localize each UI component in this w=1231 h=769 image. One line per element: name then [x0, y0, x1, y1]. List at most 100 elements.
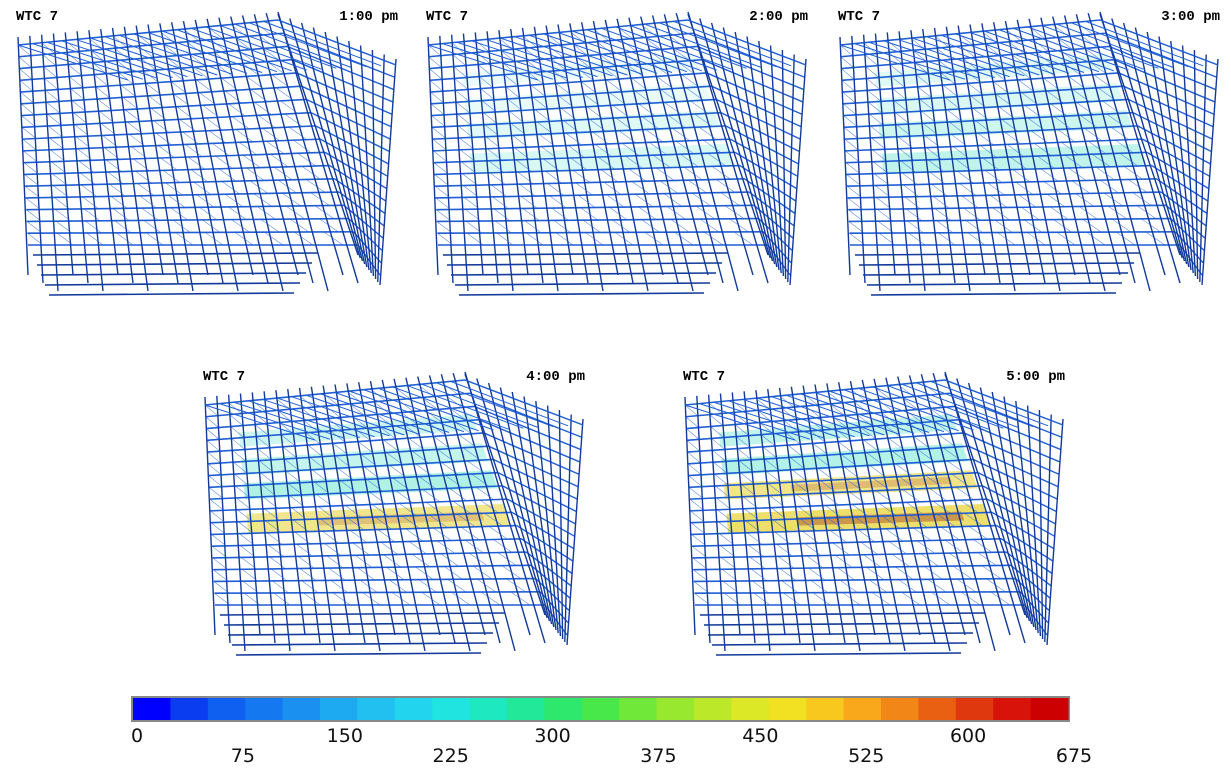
brace — [1053, 219, 1072, 233]
brace — [455, 90, 470, 102]
brace — [600, 169, 619, 183]
roof-joist — [998, 29, 1114, 72]
brace — [914, 62, 929, 74]
brace — [205, 416, 219, 428]
brace — [843, 466, 860, 479]
brace — [282, 192, 301, 207]
brace — [906, 502, 924, 515]
brace — [771, 507, 787, 520]
column — [239, 393, 261, 636]
brace — [884, 425, 902, 438]
column — [957, 25, 1001, 284]
brace — [892, 88, 907, 101]
brace — [888, 52, 903, 64]
column — [464, 373, 546, 616]
brace — [23, 162, 39, 175]
brace — [541, 146, 558, 159]
brace — [899, 148, 915, 161]
brace — [843, 115, 858, 127]
brace — [202, 105, 220, 118]
colorbar-swatch — [245, 698, 284, 720]
brace — [957, 33, 973, 46]
brace — [52, 173, 68, 186]
brace — [742, 496, 758, 509]
heat-band — [243, 470, 498, 500]
brace — [603, 181, 622, 195]
brace — [408, 437, 425, 451]
brace — [927, 579, 947, 593]
brace — [997, 232, 1016, 246]
brace — [183, 28, 199, 41]
panel-time: 5:00 pm — [1006, 369, 1065, 385]
column — [731, 392, 756, 644]
brace — [1040, 168, 1059, 182]
brace — [429, 514, 448, 528]
brace — [496, 232, 514, 246]
brace — [817, 467, 834, 481]
column — [663, 14, 739, 292]
colorbar-swatch — [993, 698, 1032, 720]
column — [336, 36, 370, 271]
brace — [126, 121, 143, 134]
brace — [1056, 232, 1076, 246]
brace — [449, 408, 467, 421]
brace — [857, 529, 876, 543]
brace — [78, 160, 95, 173]
brace — [895, 463, 913, 477]
brace — [232, 450, 247, 462]
brace — [740, 472, 755, 485]
brace — [921, 382, 938, 395]
brace — [292, 519, 309, 532]
transfer-truss — [454, 282, 711, 286]
transfer-truss — [227, 632, 494, 636]
transfer-truss — [219, 612, 506, 616]
brace — [284, 458, 300, 471]
roof-joist — [349, 390, 465, 433]
floor-beam — [690, 511, 993, 524]
heat-band — [726, 503, 991, 534]
brace — [1024, 105, 1042, 118]
brace — [909, 423, 927, 436]
brace — [208, 487, 224, 499]
brace — [668, 35, 686, 48]
brace — [70, 88, 85, 101]
brace — [467, 460, 485, 474]
brace — [968, 526, 988, 540]
roof-joist — [305, 394, 420, 435]
roof-joist — [407, 385, 524, 429]
brace — [190, 169, 209, 183]
brace — [500, 50, 515, 62]
brace — [832, 542, 850, 556]
floor-beam — [430, 72, 707, 93]
brace — [462, 447, 481, 461]
brace — [599, 54, 616, 67]
brace — [933, 501, 952, 515]
roof-joist — [586, 29, 702, 72]
column — [992, 22, 1046, 284]
brace — [839, 579, 858, 593]
brace — [383, 439, 400, 453]
roof-joist — [713, 401, 825, 439]
brace — [718, 521, 734, 534]
brace — [846, 479, 863, 492]
roof-joist — [1056, 23, 1174, 68]
brace — [641, 116, 660, 130]
brace — [492, 196, 509, 209]
brace — [199, 207, 218, 220]
brace — [433, 150, 448, 163]
brace — [659, 180, 679, 194]
brace — [466, 232, 484, 246]
brace — [738, 460, 754, 473]
brace — [984, 43, 1000, 56]
brace — [869, 113, 884, 126]
brace — [1141, 218, 1161, 233]
column — [569, 23, 619, 276]
brace — [53, 185, 69, 198]
column — [300, 22, 364, 262]
brace — [672, 128, 691, 141]
brace — [641, 219, 660, 233]
brace — [204, 404, 218, 416]
brace — [998, 106, 1015, 119]
brace — [528, 72, 544, 85]
column — [263, 391, 291, 652]
